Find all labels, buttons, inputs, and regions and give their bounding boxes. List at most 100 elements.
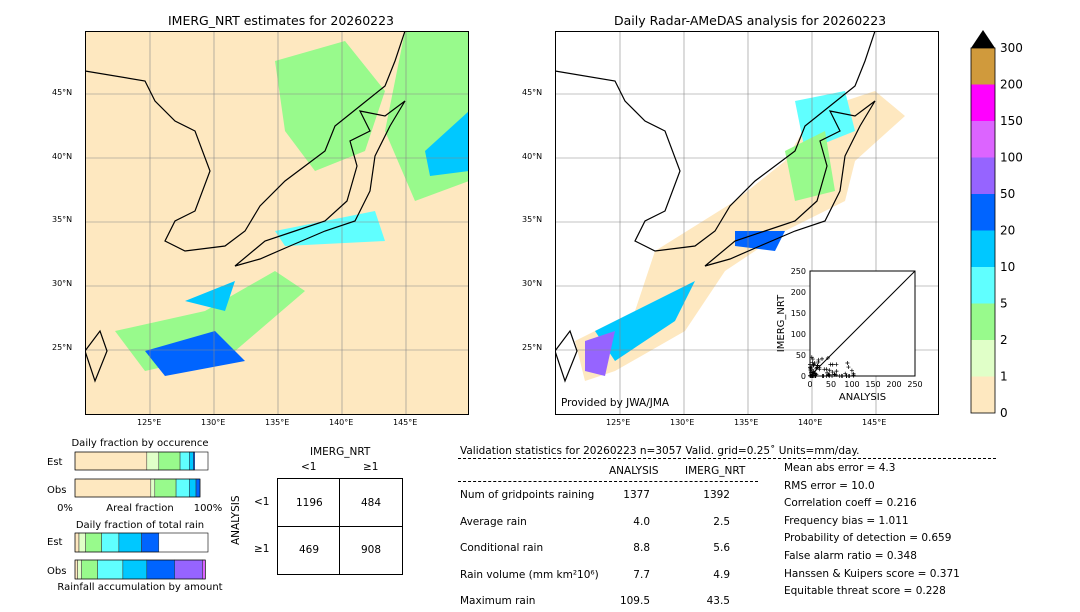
x-tick-label: 250 [907, 380, 922, 389]
stacked-bar-segment [151, 479, 155, 497]
lat-tick-label: 40°N [522, 152, 542, 161]
cell-hit-neg: 1196 [296, 497, 323, 509]
lon-tick-label: 135°E [734, 418, 758, 427]
colorbar-segment [971, 304, 995, 341]
colorbar-segment [971, 231, 995, 268]
x-tick-label: 150 [865, 380, 880, 389]
y-tick-label: 250 [791, 267, 806, 276]
stacked-bar-segment [176, 479, 189, 497]
row-label-lt1: <1 [254, 496, 269, 508]
colorbar-segment [971, 267, 995, 304]
lon-tick-label: 130°E [201, 418, 225, 427]
stat-analysis-value: 1377 [610, 489, 650, 501]
stacked-bar-segment [142, 533, 159, 552]
colorbar-segment [971, 158, 995, 195]
stacked-bar-segment [193, 452, 194, 470]
x-tick-label: 0 [807, 380, 812, 389]
stacked-bar-segment [75, 560, 78, 579]
col-label-lt1: <1 [301, 461, 316, 473]
colorbar-tick-label: 20 [1000, 224, 1015, 238]
lat-tick-label: 25°N [52, 343, 72, 352]
lon-tick-label: 145°E [862, 418, 886, 427]
stacked-bar-segment [75, 452, 147, 470]
left-map-title: IMERG_NRT estimates for 20260223 [168, 13, 394, 28]
stacked-bar-segment [203, 560, 206, 579]
score-line: Correlation coeff = 0.216 [784, 497, 917, 509]
stacked-bar-segment [102, 533, 119, 552]
stat-label: Conditional rain [460, 542, 543, 554]
colorbar: 0125102050100150200300 [960, 28, 1030, 423]
stacked-bar-segment [175, 560, 203, 579]
y-tick-label: 50 [796, 351, 806, 360]
row-label: Obs [47, 566, 66, 577]
stat-analysis-value: 7.7 [610, 569, 650, 581]
lon-tick-label: 140°E [329, 418, 353, 427]
lon-tick-label: 125°E [606, 418, 630, 427]
scatter-inset: 0 50 100 150 200 250 0 50 100 150 200 250 ANALYSIS IM… [770, 262, 930, 404]
lat-tick-label: 25°N [522, 343, 542, 352]
col-analysis: ANALYSIS [609, 465, 659, 477]
colorbar-segment [971, 377, 995, 414]
figure: IMERG_NRT estimates for 20260223 Daily R… [0, 0, 1080, 612]
lon-tick-label: 145°E [393, 418, 417, 427]
colorbar-tick-label: 100 [1000, 151, 1023, 165]
colorbar-tick-label: 5 [1000, 297, 1008, 311]
col-imerg: IMERG_NRT [685, 465, 745, 477]
stat-analysis-value: 109.5 [610, 595, 650, 607]
colorbar-tick-label: 0 [1000, 406, 1008, 420]
stacked-bar-segment [159, 452, 180, 470]
stat-label: Rain volume (mm km²10⁶) [460, 569, 599, 581]
contingency-table: 1196 484 469 908 [277, 478, 403, 575]
row-label: Obs [47, 485, 66, 496]
lat-tick-label: 35°N [52, 215, 72, 224]
stacked-bar-segment [189, 452, 193, 470]
score-line: Probability of detection = 0.659 [784, 532, 951, 544]
stacked-bar-segment [180, 452, 189, 470]
colorbar-tick-label: 300 [1000, 41, 1023, 55]
lat-tick-label: 45°N [522, 88, 542, 97]
stat-label: Maximum rain [460, 595, 535, 607]
colorbar-segment [971, 48, 995, 85]
row-label: Est [47, 457, 63, 468]
stacked-bar-segment [98, 560, 123, 579]
y-tick-label: 150 [791, 309, 806, 318]
lon-tick-label: 130°E [670, 418, 694, 427]
colorbar-tick-label: 10 [1000, 260, 1015, 274]
colorbar-segment [971, 194, 995, 231]
fraction-label: 0% [57, 503, 73, 514]
cell-miss: 469 [299, 544, 319, 556]
y-tick-label: 0 [801, 372, 806, 381]
colorbar-tick-label: 2 [1000, 333, 1008, 347]
fraction-label: Daily fraction by occurence [71, 438, 208, 449]
colorbar-extend-arrow [971, 30, 995, 48]
stat-label: Num of gridpoints raining [460, 489, 594, 501]
score-line: Equitable threat score = 0.228 [784, 585, 946, 597]
lat-tick-label: 30°N [522, 279, 542, 288]
stat-imerg-value: 1392 [690, 489, 730, 501]
lat-tick-label: 45°N [52, 88, 72, 97]
stacked-bar-segment [82, 560, 98, 579]
x-tick-label: 50 [826, 380, 836, 389]
score-line: Frequency bias = 1.011 [784, 515, 909, 527]
stacked-bar-segment [147, 560, 175, 579]
colorbar-tick-label: 50 [1000, 187, 1015, 201]
score-line: False alarm ratio = 0.348 [784, 550, 917, 562]
stat-imerg-value: 5.6 [690, 542, 730, 554]
cell-false-alarm: 484 [361, 497, 381, 509]
y-tick-label: 100 [791, 330, 806, 339]
col-label-ge1: ≥1 [363, 461, 378, 473]
stacked-bar-segment [75, 533, 79, 552]
row-axis-label: ANALYSIS [230, 495, 242, 545]
stat-imerg-value: 2.5 [690, 516, 730, 528]
fraction-label: 100% [194, 503, 223, 514]
fraction-label: Daily fraction of total rain [76, 520, 204, 531]
contingency-title: IMERG_NRT [310, 446, 370, 458]
lon-tick-label: 140°E [798, 418, 822, 427]
stat-analysis-value: 4.0 [610, 516, 650, 528]
colorbar-tick-label: 1 [1000, 370, 1008, 384]
right-map-title: Daily Radar-AMeDAS analysis for 20260223 [614, 13, 886, 28]
lat-tick-label: 30°N [52, 279, 72, 288]
stacked-bar-segment [189, 479, 196, 497]
y-axis-label: IMERG_NRT [776, 294, 787, 352]
lat-tick-label: 40°N [52, 152, 72, 161]
